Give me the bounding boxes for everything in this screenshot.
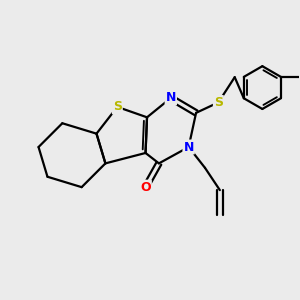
Text: S: S — [113, 100, 122, 113]
Text: O: O — [140, 181, 151, 194]
Text: N: N — [184, 140, 194, 154]
Text: S: S — [214, 96, 223, 109]
Text: N: N — [166, 92, 176, 104]
